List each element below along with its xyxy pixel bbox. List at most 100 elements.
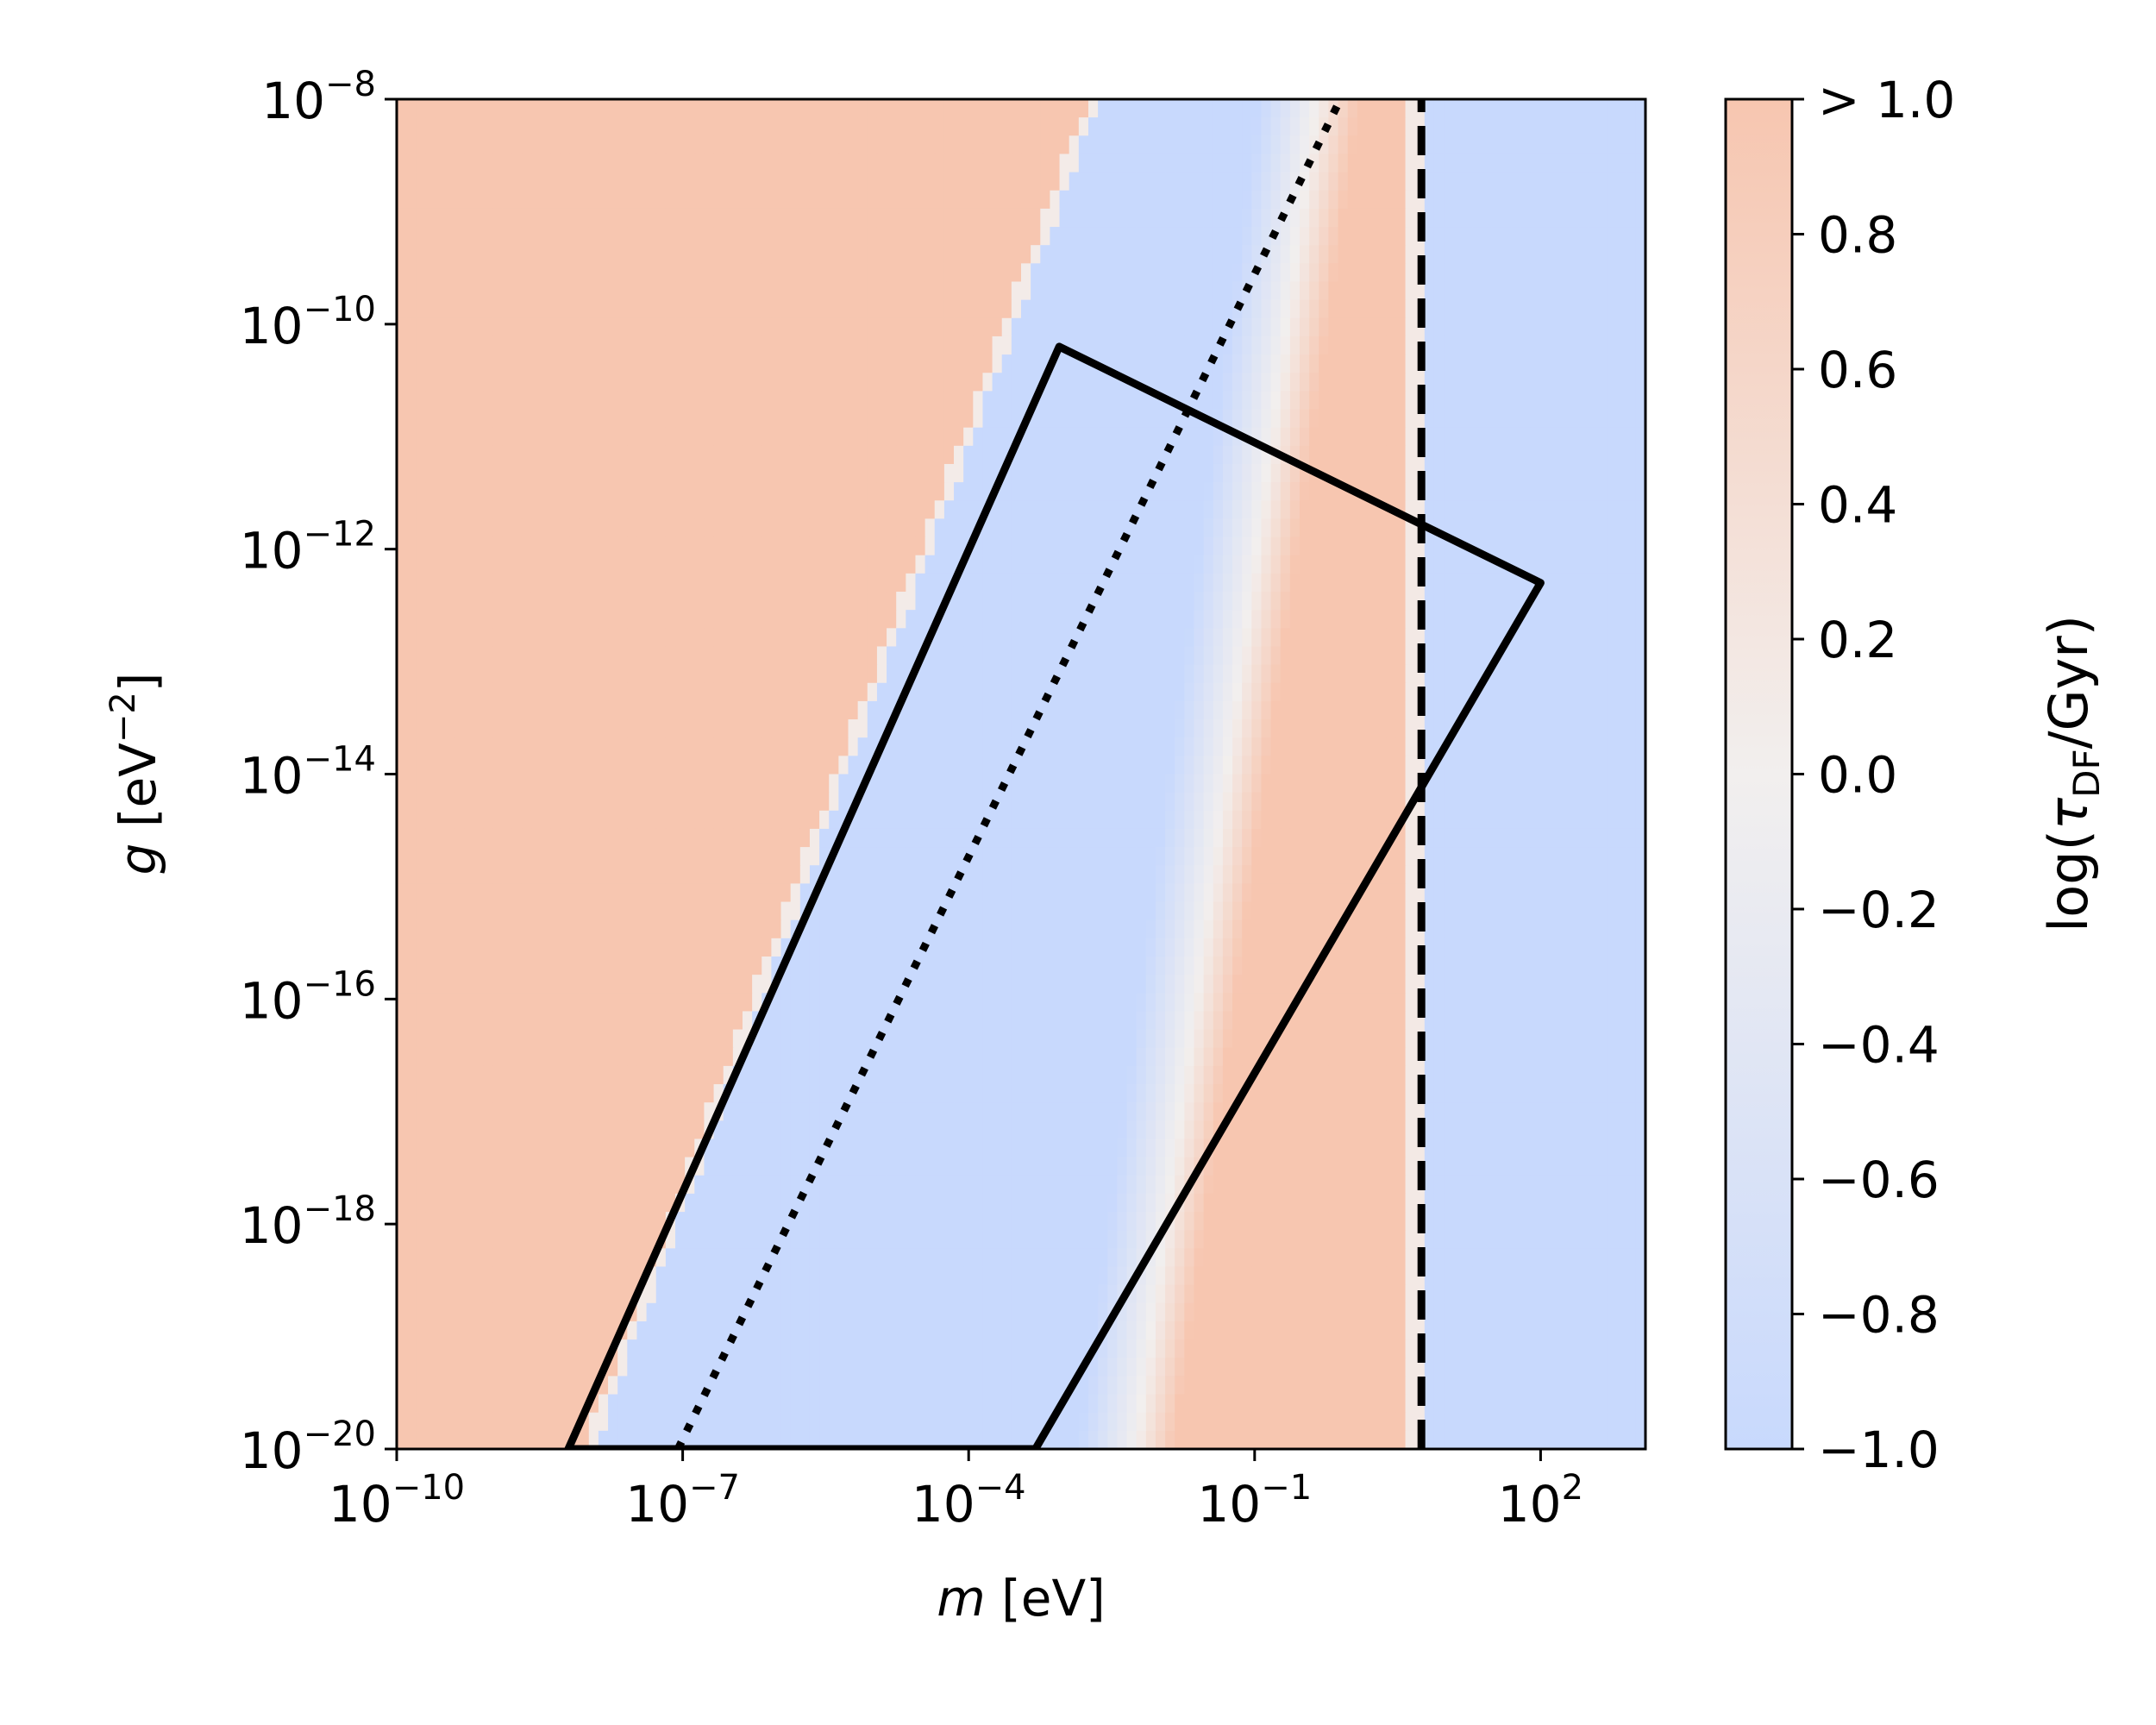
heatmap-cell: [1031, 682, 1042, 702]
heatmap-cell: [934, 245, 945, 265]
heatmap-cell: [1635, 610, 1645, 630]
heatmap-cell: [511, 628, 523, 648]
heatmap-cell: [790, 427, 801, 447]
heatmap-cell: [1087, 172, 1099, 191]
heatmap-cell: [1213, 573, 1224, 593]
heatmap-cell: [1222, 172, 1233, 191]
heatmap-cell: [483, 227, 494, 246]
heatmap-cell: [1107, 135, 1119, 155]
heatmap-cell: [732, 117, 743, 137]
heatmap-cell: [675, 99, 686, 118]
heatmap-cell: [1530, 756, 1541, 775]
heatmap-cell: [704, 646, 715, 666]
heatmap-cell: [1155, 592, 1166, 611]
heatmap-cell: [463, 336, 474, 355]
heatmap-cell: [1395, 774, 1407, 794]
heatmap-cell: [1444, 482, 1455, 502]
heatmap-cell: [713, 573, 724, 593]
heatmap-cell: [636, 573, 648, 593]
heatmap-cell: [665, 664, 676, 684]
heatmap-cell: [704, 592, 715, 611]
heatmap-cell: [435, 792, 446, 812]
heatmap-cell: [915, 774, 926, 794]
heatmap-cell: [636, 737, 648, 757]
heatmap-cell: [1040, 135, 1051, 155]
heatmap-cell: [1491, 245, 1502, 265]
heatmap-cell: [1395, 518, 1407, 538]
heatmap-cell: [1059, 482, 1070, 502]
heatmap-cell: [1319, 391, 1330, 411]
heatmap-cell: [1098, 373, 1109, 392]
heatmap-cell: [598, 336, 609, 355]
heatmap-cell: [1635, 135, 1645, 155]
heatmap-cell: [867, 445, 878, 465]
heatmap-cell: [454, 299, 465, 319]
heatmap-cell: [761, 299, 773, 319]
heatmap-cell: [982, 700, 993, 720]
heatmap-cell: [943, 700, 955, 720]
heatmap-cell: [627, 135, 638, 155]
heatmap-cell: [665, 354, 676, 374]
heatmap-cell: [1289, 555, 1300, 574]
heatmap-cell: [1444, 700, 1455, 720]
heatmap-cell: [608, 646, 618, 666]
heatmap-cell: [771, 536, 782, 556]
heatmap-cell: [1395, 445, 1407, 465]
heatmap-cell: [1232, 135, 1243, 155]
heatmap-cell: [1069, 756, 1080, 775]
heatmap-cell: [588, 774, 599, 794]
heatmap-cell: [809, 445, 820, 465]
heatmap-cell: [1069, 719, 1080, 738]
heatmap-cell: [1175, 208, 1186, 228]
heatmap-cell: [1050, 700, 1061, 720]
heatmap-cell: [761, 482, 773, 502]
heatmap-cell: [1242, 628, 1253, 648]
heatmap-cell: [876, 628, 887, 648]
heatmap-cell: [1145, 756, 1156, 775]
heatmap-cell: [560, 573, 571, 593]
heatmap-cell: [867, 281, 878, 301]
heatmap-cell: [799, 409, 811, 429]
heatmap-cell: [723, 190, 734, 210]
heatmap-cell: [992, 409, 1003, 429]
heatmap-cell: [1270, 646, 1282, 666]
heatmap-cell: [887, 646, 897, 666]
heatmap-cell: [704, 208, 715, 228]
heatmap-cell: [502, 573, 513, 593]
heatmap-cell: [809, 719, 820, 738]
heatmap-cell: [1530, 263, 1541, 283]
heatmap-cell: [924, 354, 936, 374]
heatmap-cell: [1433, 445, 1445, 465]
heatmap-cell: [1491, 482, 1502, 502]
heatmap-cell: [694, 299, 705, 319]
heatmap-cell: [1405, 682, 1416, 702]
heatmap-cell: [646, 555, 657, 574]
heatmap-cell: [992, 99, 1003, 118]
heatmap-cell: [1328, 208, 1339, 228]
heatmap-cell: [406, 536, 417, 556]
heatmap-cell: [1520, 336, 1532, 355]
heatmap-cell: [1270, 409, 1282, 429]
heatmap-cell: [1616, 555, 1627, 574]
heatmap-cell: [492, 536, 504, 556]
heatmap-cell: [569, 592, 580, 611]
heatmap-cell: [1463, 281, 1474, 301]
heatmap-cell: [1338, 610, 1349, 630]
heatmap-cell: [1031, 500, 1042, 520]
heatmap-cell: [819, 427, 830, 447]
heatmap-cell: [502, 700, 513, 720]
heatmap-cell: [1031, 354, 1042, 374]
heatmap-cell: [1578, 172, 1589, 191]
heatmap-cell: [416, 628, 427, 648]
heatmap-cell: [502, 737, 513, 757]
heatmap-cell: [541, 354, 552, 374]
heatmap-cell: [521, 573, 532, 593]
heatmap-cell: [1395, 281, 1407, 301]
heatmap-cell: [819, 792, 830, 812]
heatmap-cell: [511, 227, 523, 246]
heatmap-cell: [867, 500, 878, 520]
heatmap-cell: [838, 317, 849, 337]
heatmap-cell: [934, 317, 945, 337]
heatmap-cell: [723, 154, 734, 173]
heatmap-cell: [1040, 281, 1051, 301]
